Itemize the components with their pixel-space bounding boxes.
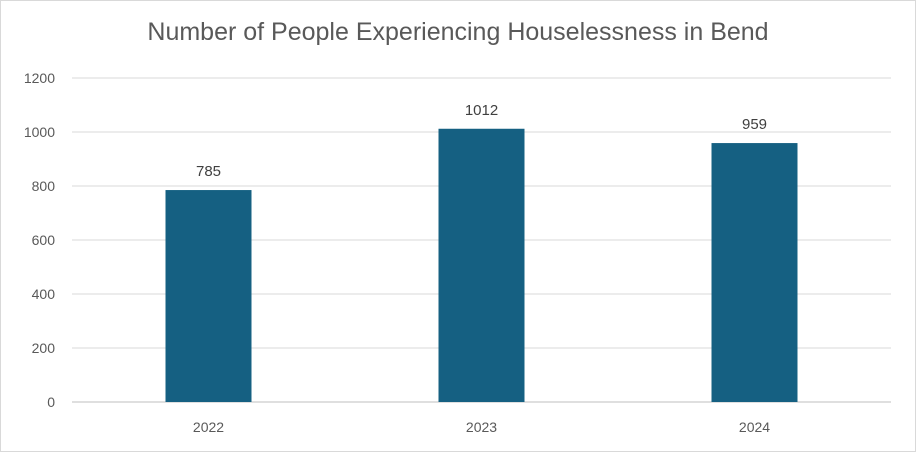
x-tick-label: 2022 bbox=[193, 419, 224, 435]
bar bbox=[711, 143, 798, 402]
x-tick-label: 2023 bbox=[466, 419, 497, 435]
data-label: 959 bbox=[742, 116, 767, 133]
x-tick-label: 2024 bbox=[739, 419, 770, 435]
y-tick-label: 1000 bbox=[24, 124, 55, 140]
data-label: 1012 bbox=[465, 102, 498, 119]
y-tick-label: 200 bbox=[32, 340, 56, 356]
y-tick-label: 800 bbox=[32, 178, 56, 194]
y-tick-label: 600 bbox=[32, 232, 56, 248]
chart-title: Number of People Experiencing Houselessn… bbox=[147, 18, 769, 46]
y-tick-label: 0 bbox=[47, 394, 55, 410]
bar bbox=[438, 128, 525, 402]
y-tick-label: 400 bbox=[32, 286, 56, 302]
y-tick-label: 1200 bbox=[24, 70, 55, 86]
data-label: 785 bbox=[196, 163, 221, 180]
bar bbox=[165, 190, 252, 402]
